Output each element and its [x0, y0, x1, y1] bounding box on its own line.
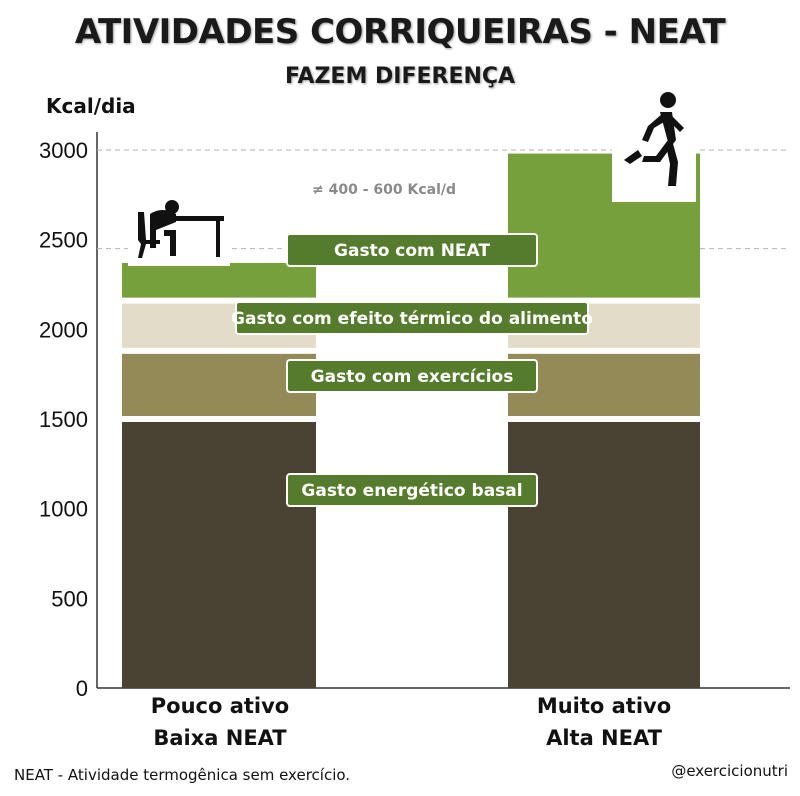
chart-title: ATIVIDADES CORRIQUEIRAS - NEAT — [74, 12, 726, 52]
y-axis-label: Kcal/dia — [46, 94, 136, 118]
running-person-icon — [624, 92, 684, 186]
category-line2: Baixa NEAT — [153, 726, 287, 750]
segment-label-box — [235, 301, 589, 335]
category-line1: Pouco ativo — [150, 694, 290, 718]
y-tick-label: 500 — [51, 586, 88, 611]
author-handle: @exercicionutri — [671, 762, 788, 780]
segment-label: Gasto com exercícios — [311, 367, 514, 387]
category-label-muito-ativo: Muito ativo Alta NEAT — [484, 690, 724, 754]
segment-label-box — [286, 359, 538, 393]
segment-label-box — [286, 233, 538, 267]
y-tick-label: 1500 — [39, 407, 88, 432]
y-tick-label: 3000 — [39, 138, 88, 163]
y-tick-label: 2000 — [39, 317, 88, 342]
footer-note: NEAT - Atividade termogênica sem exercíc… — [14, 766, 351, 784]
segment-label: Gasto com efeito térmico do alimento — [231, 309, 593, 329]
bar-segment — [122, 422, 316, 688]
category-label-pouco-ativo: Pouco ativo Baixa NEAT — [100, 690, 340, 754]
chart-subtitle: FAZEM DIFERENÇA — [284, 64, 516, 89]
bar-segment — [508, 422, 700, 688]
segment-label-box — [286, 473, 538, 507]
bar-segment — [508, 353, 700, 416]
y-tick-label: 2500 — [39, 228, 88, 253]
difference-annotation: ≠ 400 - 600 Kcal/d — [312, 182, 456, 198]
category-line2: Alta NEAT — [546, 726, 662, 750]
bar-segment — [122, 262, 316, 298]
person-at-desk-icon — [138, 200, 224, 258]
segment-label: Gasto com NEAT — [334, 241, 490, 261]
y-tick-label: 0 — [76, 676, 88, 701]
y-tick-label: 1000 — [39, 497, 88, 522]
category-line1: Muito ativo — [536, 694, 672, 718]
icon-background — [612, 90, 696, 202]
segment-label: Gasto energético basal — [301, 481, 522, 501]
bar-segment — [122, 353, 316, 416]
